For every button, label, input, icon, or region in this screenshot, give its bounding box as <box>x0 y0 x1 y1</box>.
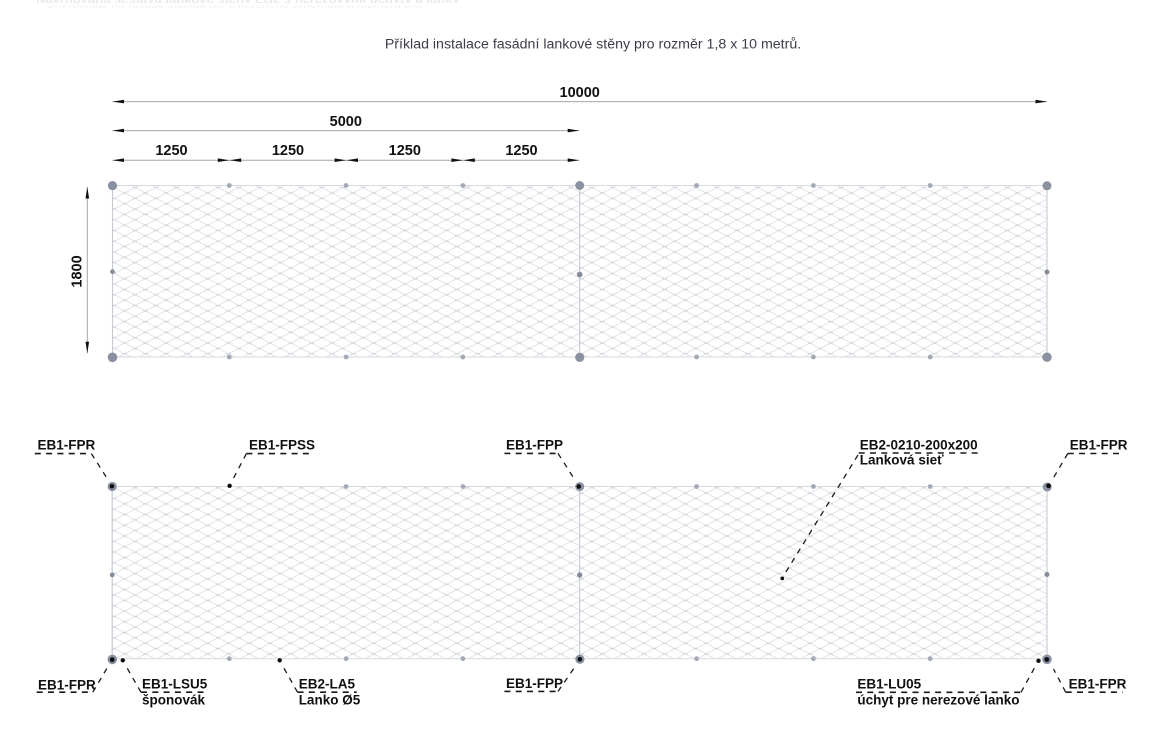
svg-text:EB1-FPR: EB1-FPR <box>38 677 96 692</box>
svg-text:pro montáž na fasádu objektu d: pro montáž na fasádu objektu dle uvedené… <box>48 0 424 11</box>
svg-text:šponovák: šponovák <box>142 692 206 707</box>
svg-text:úchyt pre nerezové lanko: úchyt pre nerezové lanko <box>857 693 1019 708</box>
svg-text:EB1-FPP: EB1-FPP <box>506 676 563 691</box>
svg-text:EB2-LA5: EB2-LA5 <box>299 677 356 692</box>
svg-text:1250: 1250 <box>272 143 304 159</box>
svg-text:1250: 1250 <box>389 143 421 159</box>
svg-text:EB1-FPR: EB1-FPR <box>38 437 96 452</box>
svg-text:EB1-FPP: EB1-FPP <box>506 437 563 452</box>
svg-text:1250: 1250 <box>505 143 537 159</box>
svg-text:10000: 10000 <box>560 85 600 101</box>
svg-text:EB2-0210-200x200: EB2-0210-200x200 <box>860 437 978 452</box>
svg-text:Příklad instalace fasádní lank: Příklad instalace fasádní lankové stěny … <box>385 37 801 53</box>
svg-text:EB1-FPR: EB1-FPR <box>1070 437 1128 452</box>
svg-text:EB1-LU05: EB1-LU05 <box>857 677 921 692</box>
svg-text:1800: 1800 <box>70 255 86 287</box>
svg-text:1250: 1250 <box>155 143 187 159</box>
svg-text:Lanková sieť: Lanková sieť <box>860 453 944 468</box>
svg-text:EB1-FPSS: EB1-FPSS <box>249 437 315 452</box>
svg-text:Navrhovaná sestava lankové stě: Navrhovaná sestava lankové stěny EB2 s n… <box>36 0 460 7</box>
svg-text:EB1-LSU5: EB1-LSU5 <box>142 677 208 692</box>
svg-text:Lanko Ø5: Lanko Ø5 <box>299 692 361 707</box>
svg-text:5000: 5000 <box>330 114 362 130</box>
svg-text:EB1-FPR: EB1-FPR <box>1069 677 1127 692</box>
